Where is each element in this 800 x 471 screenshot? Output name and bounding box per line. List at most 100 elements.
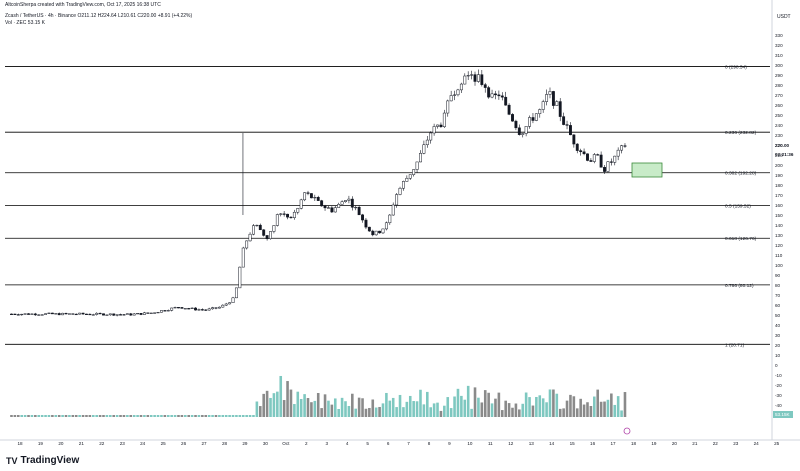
volume-bar [71, 415, 75, 417]
candle-body [105, 314, 109, 316]
volume-bar [13, 415, 17, 417]
y-tick-label: 20 [775, 343, 781, 348]
candle-body [596, 154, 600, 156]
candle-body [88, 313, 92, 316]
candle-body [391, 204, 395, 216]
price-tag: 03:21:36 [775, 152, 794, 157]
volume-bar [589, 405, 593, 417]
candle-body [534, 113, 538, 121]
x-tick-label: 14 [549, 441, 555, 446]
fib-level-label: 0 (298.54) [725, 64, 747, 70]
candle-body [483, 84, 487, 88]
symbol-label[interactable]: Zcash / TetherUS · 4h · Binance [5, 13, 77, 19]
volume-bar [231, 415, 235, 417]
volume-bar [565, 400, 569, 417]
candle-body [524, 126, 528, 134]
volume-bar [132, 415, 136, 417]
volume-bar [347, 405, 351, 417]
candle-body [337, 204, 341, 208]
candle-body [347, 198, 351, 201]
volume-bar [143, 415, 146, 417]
candle-body [125, 313, 129, 315]
candle-body [449, 95, 453, 102]
volume-bar [91, 415, 95, 417]
volume-bar [623, 392, 627, 417]
volume-bar [20, 415, 23, 417]
candle-body [262, 229, 266, 236]
volume-bar [456, 388, 460, 417]
volume-bar [432, 403, 436, 417]
candle-body [61, 312, 65, 316]
volume-bar [81, 415, 85, 417]
volume-bar [299, 398, 303, 417]
candle-body [620, 145, 624, 151]
volume-bar [603, 401, 606, 417]
volume-bar [279, 375, 283, 417]
candle-body [323, 205, 327, 209]
volume-bar [47, 415, 51, 417]
candle-body [565, 124, 569, 126]
candle-body [190, 307, 194, 309]
candle-body [361, 214, 364, 221]
volume-bar [364, 408, 368, 417]
volume-bar [296, 391, 300, 417]
x-tick-label: Oct [282, 441, 290, 446]
candle-body [67, 313, 71, 315]
candle-body [122, 314, 126, 316]
y-tick-label: 120 [775, 243, 783, 248]
volume-bar [255, 401, 259, 417]
candle-body [381, 228, 385, 234]
volume-bar [514, 403, 518, 417]
volume-bar [599, 401, 603, 417]
candle-body [511, 114, 514, 122]
candle-body [197, 309, 201, 311]
y-tick-label: 10 [775, 353, 781, 358]
x-tick-label: 13 [529, 441, 535, 446]
fib-level-label: 0.618 (126.76) [725, 236, 757, 242]
candle-body [476, 74, 480, 82]
volume-bar [238, 415, 242, 417]
y-tick-label: 250 [775, 113, 783, 118]
candle-body [258, 224, 262, 231]
volume-bar [412, 401, 415, 417]
candle-body [54, 313, 58, 315]
volume-bar [477, 397, 480, 417]
x-tick-label: 30 [263, 441, 269, 446]
volume-bar [443, 405, 446, 417]
y-tick-label: 150 [775, 213, 783, 218]
candle-body [613, 155, 617, 163]
volume-bar [381, 403, 385, 417]
candle-body [248, 233, 252, 242]
volume-bar [521, 403, 525, 417]
x-tick-label: 4 [346, 441, 349, 446]
candle-body [170, 307, 174, 311]
candle-body [507, 104, 511, 115]
volume-bar [313, 400, 317, 417]
candle-body [453, 94, 457, 96]
volume-bar [579, 398, 582, 417]
volume-bar [224, 415, 228, 417]
volume-tag-bg [773, 411, 793, 418]
volume-bar [524, 392, 528, 417]
y-tick-label: 240 [775, 123, 783, 128]
volume-bar [27, 415, 30, 417]
volume-bar [180, 415, 184, 417]
volume-bar [371, 399, 375, 417]
candle-body [16, 314, 20, 316]
candle-body [78, 312, 82, 315]
volume-bar [245, 415, 248, 417]
candle-body [436, 124, 439, 127]
volume-bar [61, 415, 64, 417]
candle-body [33, 313, 37, 316]
x-tick-label: 22 [713, 441, 719, 446]
x-tick-label: 8 [428, 441, 431, 446]
candle-body [330, 207, 334, 213]
volume-bar [569, 394, 572, 417]
candle-body [320, 200, 324, 207]
candle-body [136, 313, 140, 315]
candle-body [548, 91, 552, 95]
candle-body [221, 304, 225, 308]
candle-body [528, 117, 531, 127]
